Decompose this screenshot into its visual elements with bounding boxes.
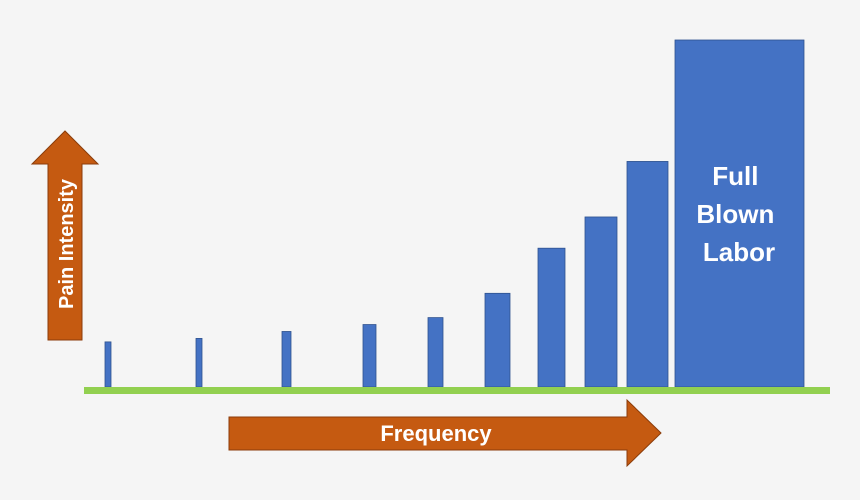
big-bar-label-line-2: Blown (696, 199, 774, 229)
pain-intensity-label: Pain Intensity (56, 178, 78, 309)
bar-8 (584, 216, 618, 388)
frequency-label: Frequency (380, 421, 492, 446)
bar-10 (674, 39, 805, 388)
bar-6 (484, 292, 511, 388)
bar-3 (281, 331, 292, 388)
pain-intensity-arrow (30, 130, 100, 341)
frequency-arrow (228, 398, 662, 468)
bars (104, 39, 805, 388)
bar-4 (362, 324, 377, 388)
big-bar-label: Full Blown Labor (696, 161, 781, 267)
bar-7 (537, 247, 566, 388)
big-bar-label-line-1: Full (712, 161, 758, 191)
big-bar-label-line-3: Labor (703, 237, 775, 267)
bar-2 (195, 338, 203, 388)
bar-5 (427, 317, 444, 388)
bar-9 (626, 161, 669, 388)
bar-1 (104, 341, 112, 388)
baseline (84, 387, 830, 394)
